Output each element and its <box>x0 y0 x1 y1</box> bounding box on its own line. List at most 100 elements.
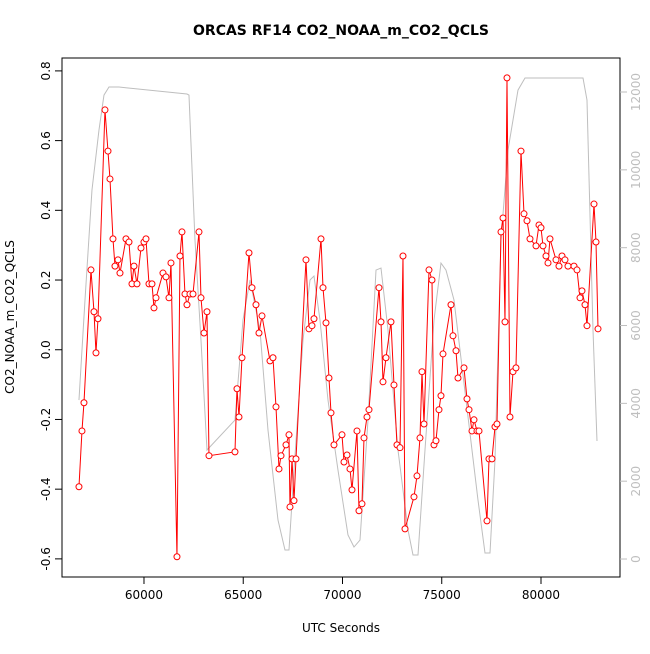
data-point <box>150 304 158 312</box>
data-point <box>463 395 471 403</box>
data-point <box>552 256 560 264</box>
data-point <box>319 284 327 292</box>
data-point <box>167 259 175 267</box>
data-point <box>454 374 462 382</box>
data-point <box>205 452 213 460</box>
data-point <box>183 301 191 309</box>
data-point <box>532 242 540 250</box>
data-point <box>396 444 404 452</box>
data-point <box>111 262 119 270</box>
data-point <box>399 252 407 260</box>
data-point <box>148 280 156 288</box>
data-point <box>375 284 383 292</box>
data-point <box>269 354 277 362</box>
data-point <box>101 106 109 114</box>
data-point <box>517 147 525 155</box>
data-point <box>539 242 547 250</box>
data-point <box>583 322 591 330</box>
data-point <box>470 416 478 424</box>
data-point <box>75 483 83 491</box>
data-point <box>493 420 501 428</box>
data-point <box>142 235 150 243</box>
data-point <box>452 347 460 355</box>
y2-tick-label: 8000 <box>629 232 643 263</box>
data-point <box>581 301 589 309</box>
y2-tick-label: 2000 <box>629 466 643 497</box>
data-point <box>282 441 290 449</box>
data-point <box>197 294 205 302</box>
data-point <box>302 256 310 264</box>
data-point <box>578 287 586 295</box>
data-point <box>317 235 325 243</box>
y-tick-label: 0.8 <box>39 61 53 80</box>
data-point <box>439 350 447 358</box>
data-point <box>355 507 363 515</box>
data-point <box>258 312 266 320</box>
data-point <box>447 301 455 309</box>
data-point <box>506 413 514 421</box>
data-point <box>576 294 584 302</box>
data-point <box>537 224 545 232</box>
data-point <box>435 406 443 414</box>
y2-tick-label: 12000 <box>629 73 643 111</box>
data-point <box>272 403 280 411</box>
data-point <box>245 249 253 257</box>
data-point <box>542 252 550 260</box>
data-point <box>564 262 572 270</box>
chart-title: ORCAS RF14 CO2_NOAA_m_CO2_QCLS <box>193 23 489 39</box>
data-point <box>286 503 294 511</box>
data-point <box>252 301 260 309</box>
data-point <box>382 354 390 362</box>
x-tick-label: 75000 <box>423 588 461 602</box>
data-point <box>449 332 457 340</box>
data-point <box>162 273 170 281</box>
plot-box <box>61 57 621 578</box>
y2-tick-label: 0 <box>629 555 643 563</box>
data-point <box>290 497 298 505</box>
data-point <box>137 244 145 252</box>
data-point <box>80 399 88 407</box>
data-point <box>503 74 511 82</box>
y-tick-label: -0.2 <box>39 408 53 431</box>
data-point <box>277 452 285 460</box>
data-point <box>203 308 211 316</box>
data-point <box>330 441 338 449</box>
data-point <box>165 294 173 302</box>
data-point <box>544 259 552 267</box>
data-point <box>413 472 421 480</box>
data-point <box>360 434 368 442</box>
series-line <box>78 77 598 556</box>
data-point <box>173 553 181 561</box>
data-point <box>363 413 371 421</box>
data-point <box>200 329 208 337</box>
data-point <box>106 175 114 183</box>
y2-tick-label: 4000 <box>629 388 643 419</box>
data-point <box>176 252 184 260</box>
data-point <box>365 406 373 414</box>
data-point <box>526 235 534 243</box>
x-axis-label: UTC Seconds <box>302 621 380 635</box>
data-point <box>410 493 418 501</box>
data-point <box>133 280 141 288</box>
data-point <box>285 431 293 439</box>
data-point <box>90 308 98 316</box>
y-axis-label: CO2_NOAA_m_CO2_QCLS <box>3 240 17 394</box>
data-point <box>348 486 356 494</box>
data-point <box>125 238 133 246</box>
y-tick-label: 0.4 <box>39 201 53 220</box>
y2-tick-label: 6000 <box>629 310 643 341</box>
data-point <box>520 210 528 218</box>
data-point <box>327 409 335 417</box>
data-point <box>346 465 354 473</box>
data-point <box>116 269 124 277</box>
data-point <box>78 427 86 435</box>
y-tick-label: -0.4 <box>39 477 53 500</box>
data-point <box>416 434 424 442</box>
data-point <box>255 329 263 337</box>
data-point <box>358 500 366 508</box>
data-point <box>401 525 409 533</box>
data-point <box>497 228 505 236</box>
data-point <box>418 368 426 376</box>
data-point <box>114 256 122 264</box>
